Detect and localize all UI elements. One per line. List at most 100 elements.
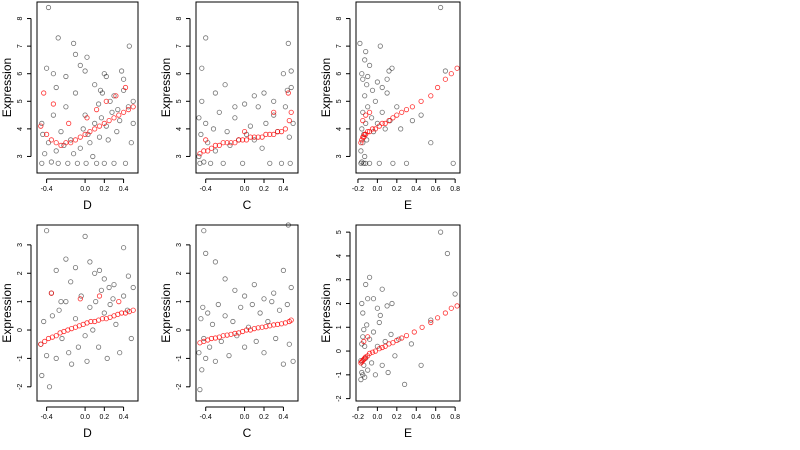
data-point-observed: [196, 115, 202, 121]
data-point-observed: [125, 273, 131, 279]
data-point-fitted: [271, 109, 277, 115]
data-point-fitted: [88, 318, 94, 325]
x-axis-label: E: [404, 426, 412, 440]
data-point-observed: [253, 338, 259, 344]
data-point-observed: [212, 358, 218, 364]
data-point-observed: [63, 256, 69, 262]
y-tick-label: -2: [17, 384, 24, 390]
data-point-observed: [394, 104, 400, 110]
data-point-observed: [370, 296, 377, 302]
data-point-observed: [232, 104, 238, 110]
data-point-fitted: [232, 330, 238, 336]
data-point-fitted: [288, 109, 294, 115]
data-point-observed: [92, 120, 98, 127]
data-point-fitted: [372, 126, 378, 132]
data-point-observed: [212, 259, 218, 265]
data-point-fitted: [94, 107, 100, 113]
y-tick-label: 3: [176, 154, 183, 158]
data-point-observed: [201, 159, 207, 165]
data-point-observed: [216, 109, 222, 115]
data-point-observed: [199, 65, 205, 71]
data-point-fitted: [376, 346, 382, 352]
data-point-observed: [63, 73, 69, 80]
data-point-fitted: [263, 131, 269, 137]
data-point-observed: [80, 126, 86, 132]
data-point-fitted: [288, 317, 294, 323]
data-point-observed: [271, 98, 277, 104]
data-point-fitted: [259, 324, 265, 330]
data-point-observed: [40, 131, 46, 137]
y-tick-label: 5: [336, 99, 343, 103]
data-point-observed: [251, 93, 257, 99]
data-point-observed: [119, 68, 125, 74]
data-point-fitted: [394, 112, 400, 118]
data-point-fitted: [282, 126, 288, 132]
y-tick-label: -1: [336, 372, 343, 378]
y-tick-label: 5: [336, 230, 343, 234]
y-tick-label: 2: [336, 301, 343, 305]
data-point-observed: [363, 120, 369, 127]
data-point-observed: [403, 160, 410, 166]
y-axis-label: Expression: [159, 283, 173, 342]
data-point-observed: [263, 120, 269, 127]
data-point-observed: [82, 233, 88, 239]
x-axis-label: D: [83, 198, 92, 212]
data-point-observed: [55, 35, 61, 41]
x-tick-label: 0.8: [450, 186, 460, 193]
data-point-observed: [271, 290, 277, 296]
data-point-fitted: [442, 76, 448, 82]
data-point-observed: [117, 350, 123, 356]
data-point-observed: [255, 104, 261, 110]
data-point-observed: [226, 352, 232, 359]
data-point-observed: [98, 115, 105, 121]
data-point-observed: [72, 51, 79, 58]
x-tick-label: 0.2: [392, 186, 402, 193]
plot-frame: [355, 224, 461, 402]
chart-panel-3: -0.2 0.0 0.2 0.4 0.6 0.8 E 3 4 5 6 7 8 Expression: [319, 1, 461, 212]
data-point-fitted: [72, 137, 79, 143]
data-point-observed: [287, 160, 293, 166]
data-point-observed: [39, 120, 45, 127]
data-point-observed: [77, 62, 83, 69]
data-point-observed: [370, 329, 377, 335]
data-point-fitted: [42, 338, 48, 344]
data-point-observed: [360, 76, 366, 82]
x-axis-label: E: [404, 198, 412, 212]
data-point-observed: [290, 358, 296, 364]
data-point-observed: [368, 115, 375, 121]
data-point-fitted: [236, 137, 242, 143]
data-point-observed: [227, 142, 233, 148]
data-point-fitted: [243, 137, 250, 143]
data-point-observed: [82, 333, 88, 339]
data-point-observed: [389, 300, 395, 307]
data-point-observed: [280, 71, 286, 77]
data-point-observed: [45, 140, 52, 146]
data-point-fitted: [208, 145, 215, 151]
data-point-observed: [389, 65, 395, 71]
data-point-observed: [222, 82, 228, 88]
data-point-observed: [128, 335, 134, 342]
data-point-observed: [48, 159, 55, 165]
data-point-fitted: [379, 120, 385, 127]
y-tick-label: 3: [17, 154, 24, 158]
data-point-observed: [203, 35, 209, 41]
data-point-fitted: [382, 343, 388, 349]
data-point-observed: [117, 118, 123, 124]
data-point-fitted: [454, 303, 460, 309]
data-point-fitted: [390, 340, 396, 346]
data-point-observed: [198, 131, 204, 137]
data-point-fitted: [116, 112, 122, 118]
data-point-fitted: [111, 115, 117, 121]
data-point-observed: [437, 229, 444, 235]
data-point-observed: [203, 355, 209, 361]
data-point-observed: [90, 327, 96, 333]
data-point-fitted: [418, 98, 424, 104]
data-point-observed: [101, 310, 107, 316]
data-point-observed: [101, 276, 107, 282]
data-point-observed: [361, 160, 367, 166]
x-axis-label: D: [83, 426, 92, 440]
data-point-observed: [63, 104, 69, 110]
data-point-fitted: [205, 148, 211, 154]
data-point-observed: [78, 293, 84, 299]
data-point-fitted: [358, 140, 364, 146]
